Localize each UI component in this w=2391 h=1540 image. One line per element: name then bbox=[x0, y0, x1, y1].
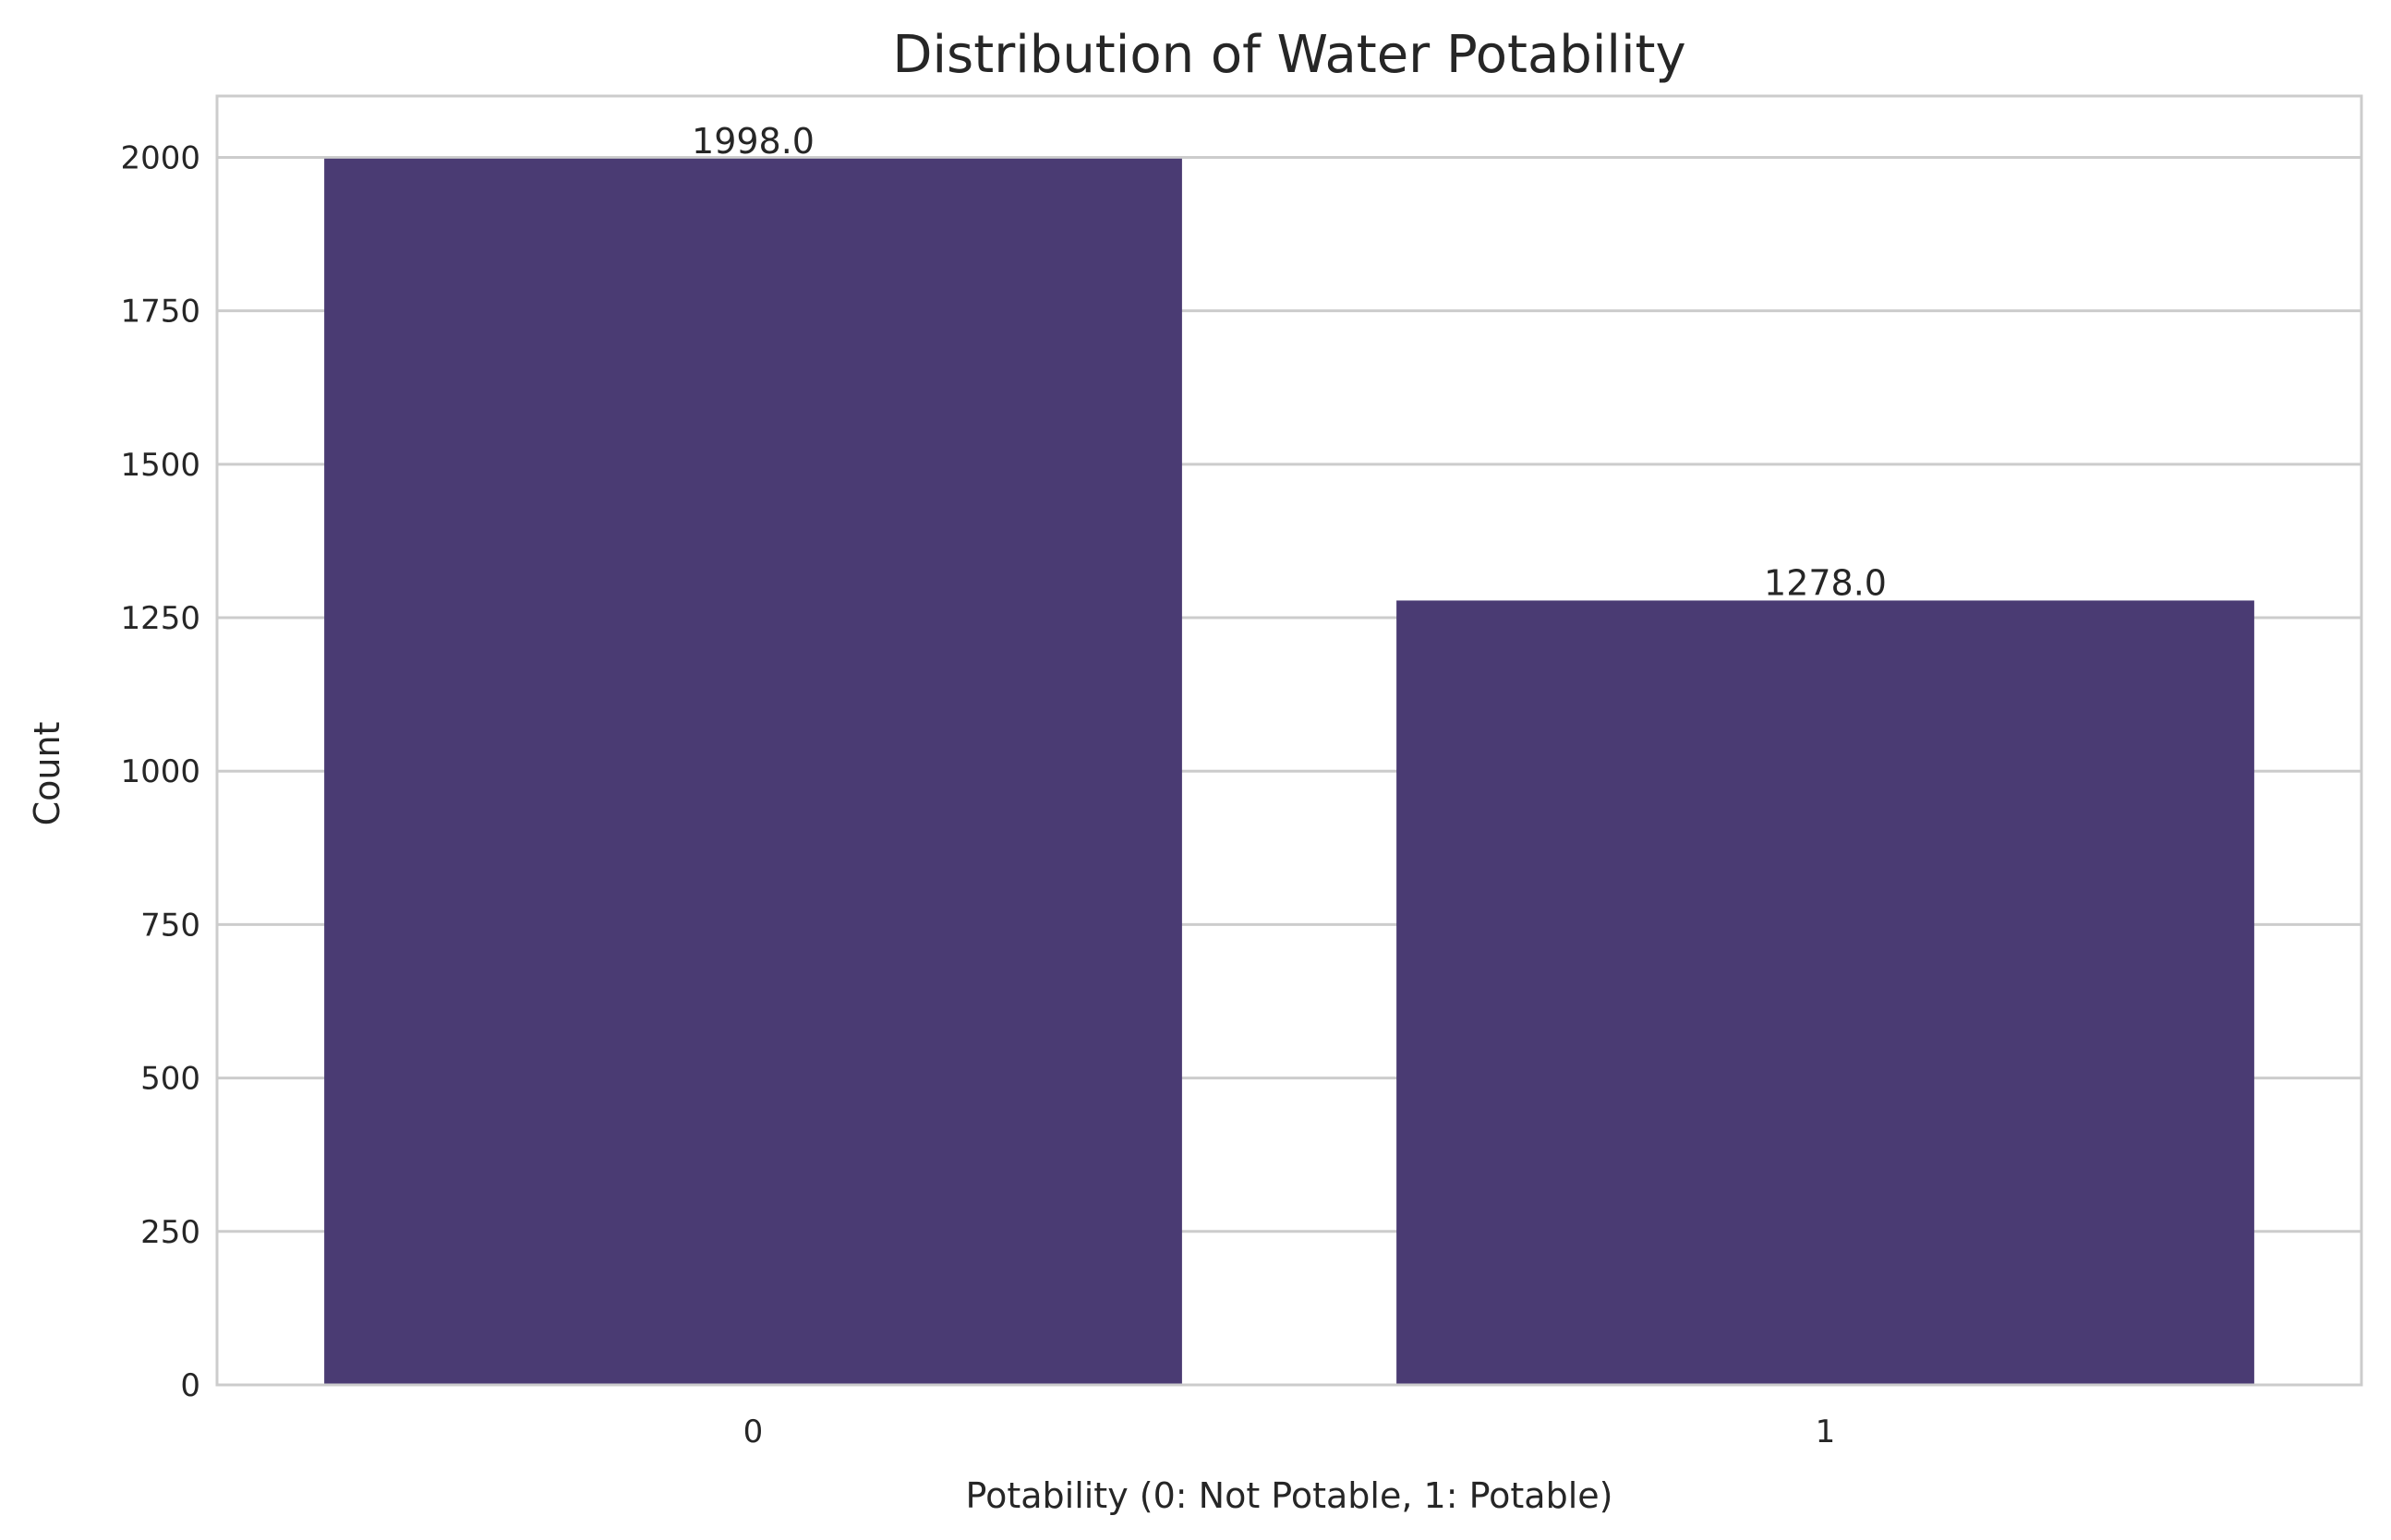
y-tick-label: 250 bbox=[140, 1214, 200, 1251]
data-label: 1998.0 bbox=[692, 121, 815, 162]
y-tick-labels: 0 250 500 750 1000 1250 1500 1750 2000 bbox=[120, 139, 200, 1404]
x-tick-label: 0 bbox=[743, 1414, 764, 1450]
y-tick-label: 1000 bbox=[120, 753, 200, 790]
x-tick-label: 1 bbox=[1816, 1414, 1836, 1450]
y-tick-label: 1750 bbox=[120, 294, 200, 331]
y-tick-label: 1500 bbox=[120, 447, 200, 484]
chart-title: Distribution of Water Potability bbox=[892, 25, 1685, 85]
y-tick-label: 0 bbox=[180, 1367, 200, 1404]
y-tick-label: 750 bbox=[140, 907, 200, 944]
y-tick-label: 1250 bbox=[120, 600, 200, 637]
y-tick-label: 2000 bbox=[120, 139, 200, 176]
y-axis-label: Count bbox=[27, 722, 67, 826]
y-tick-label: 500 bbox=[140, 1061, 200, 1098]
bar-1 bbox=[1396, 600, 2254, 1385]
bar-0 bbox=[324, 158, 1182, 1386]
data-label: 1278.0 bbox=[1764, 562, 1887, 603]
data-labels: 1998.0 1278.0 bbox=[692, 121, 1887, 604]
plot-frame bbox=[215, 94, 2363, 1387]
bars bbox=[324, 158, 2254, 1386]
x-axis-label: Potability (0: Not Potable, 1: Potable) bbox=[966, 1475, 1613, 1516]
